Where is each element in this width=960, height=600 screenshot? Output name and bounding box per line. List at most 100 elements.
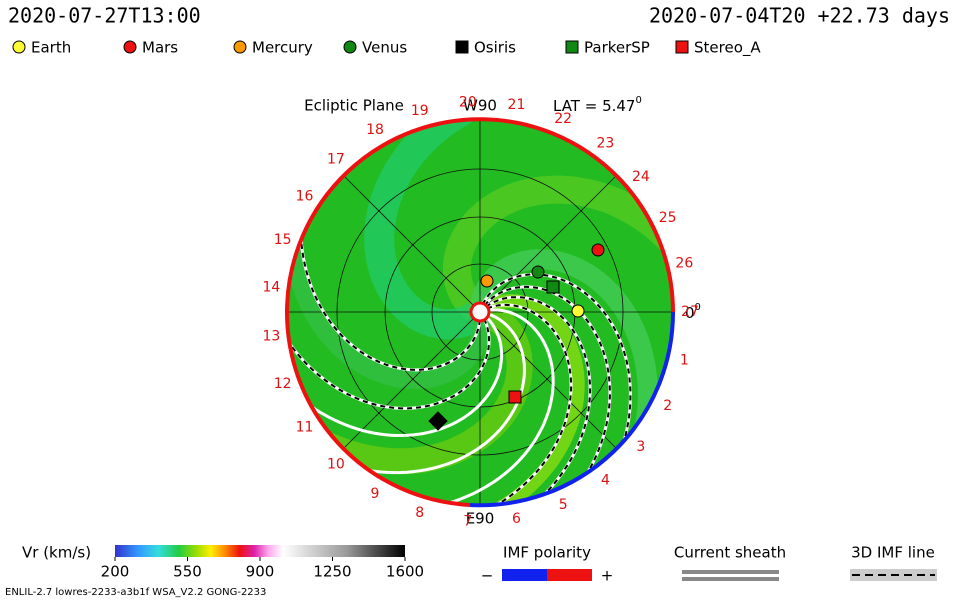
sector-label: 12 <box>274 376 292 392</box>
sector-label: 23 <box>596 136 614 152</box>
sector-label: 2 <box>663 398 672 414</box>
lat-degree: 0 <box>635 95 641 106</box>
imf-line-dash <box>287 119 490 410</box>
colorbar-tick-label: 900 <box>246 563 275 581</box>
speed-band <box>364 119 673 340</box>
sector-label: 1 <box>680 352 689 368</box>
e90-label: E90 <box>466 510 495 528</box>
imf-line-label: 3D IMF line <box>851 544 935 562</box>
stereo-a-marker <box>508 390 522 404</box>
sector-label: 27 <box>681 304 699 320</box>
speed-band <box>442 175 673 505</box>
sector-label: 16 <box>296 189 314 205</box>
sector-label: 15 <box>274 232 292 248</box>
imf-line <box>287 307 555 505</box>
lat-text: LAT = 5.47 <box>553 97 635 115</box>
sheath-label: Current sheath <box>674 544 786 562</box>
legend-label: Earth <box>31 39 71 57</box>
imf-line-dash <box>287 296 592 505</box>
imf-line-dash <box>287 303 573 505</box>
plot-title: Ecliptic Plane <box>304 97 404 115</box>
speed-band <box>369 249 658 505</box>
zero-text: 0 <box>685 304 695 322</box>
speed-field <box>287 119 673 505</box>
legend-marker <box>455 40 469 54</box>
colorbar-tick-label: 550 <box>173 563 202 581</box>
sector-label: 5 <box>559 497 568 513</box>
speed-band <box>287 294 585 505</box>
sector-label: 3 <box>636 439 645 455</box>
lat-label: LAT = 5.470 <box>553 95 642 115</box>
colorbar-tick-label: 1600 <box>386 563 424 581</box>
sun <box>469 301 491 323</box>
sector-label: 10 <box>327 457 345 473</box>
imf-line-dash <box>287 285 611 505</box>
colorbar-ticks: 200 550 900 1250 1600 <box>101 557 424 581</box>
zero-label: 00 <box>685 302 701 322</box>
polarity-label: IMF polarity <box>503 544 591 562</box>
sector-label: 18 <box>366 122 384 138</box>
imf-line <box>287 164 526 475</box>
sector-label: 14 <box>263 280 281 296</box>
mars-marker <box>591 243 605 257</box>
polarity-plus: + <box>601 567 614 585</box>
legend-marker <box>675 40 689 54</box>
mercury-marker <box>480 274 494 288</box>
run-label: 2020-07-04T20 +22.73 days <box>649 4 950 28</box>
legend-marker <box>343 40 357 54</box>
sector-label: 25 <box>659 210 677 226</box>
earth-marker <box>571 304 585 318</box>
sheath-line <box>682 577 779 581</box>
legend-label: ParkerSP <box>584 39 650 57</box>
spacecraft <box>428 243 605 431</box>
colorbar <box>115 545 405 557</box>
legend-marker <box>123 40 137 54</box>
legend-label: Venus <box>362 39 407 57</box>
sector-label: 4 <box>601 472 610 488</box>
sector-label: 22 <box>554 111 572 127</box>
imf-line-dash <box>298 273 632 505</box>
polarity-negative <box>502 569 547 581</box>
osiris-marker <box>428 411 448 431</box>
legend-marker <box>12 40 26 54</box>
legend-label: Mercury <box>252 39 313 57</box>
sector-label: 26 <box>675 256 693 272</box>
polarity-positive <box>547 569 592 581</box>
w90-label: W90 <box>463 97 497 115</box>
legend-label: Osiris <box>474 39 516 57</box>
speed-band <box>287 133 533 475</box>
imf-line <box>287 119 504 437</box>
legend-label: Mars <box>142 39 178 57</box>
footer: ENLIL-2.7 lowres-2233-a3b1f WSA_V2.2 GON… <box>5 587 266 598</box>
time-label: 2020-07-27T13:00 <box>8 4 201 28</box>
imf-line-dash <box>299 119 559 371</box>
sector-label: 11 <box>296 419 314 435</box>
imf-lines <box>287 119 632 505</box>
polarity-minus: − <box>481 567 494 585</box>
sector-label: 9 <box>371 486 380 502</box>
sector-label: 13 <box>263 328 281 344</box>
colorbar-tick-label: 1250 <box>313 563 351 581</box>
speed-band <box>287 119 517 389</box>
sheath-line <box>682 570 779 574</box>
polarity-arc <box>285 117 675 507</box>
sector-label: 7 <box>463 514 472 530</box>
sector-label: 6 <box>512 511 521 527</box>
colorbar-label: Vr (km/s) <box>22 544 91 562</box>
legend-label: Stereo_A <box>694 39 761 58</box>
sector-label: 20 <box>459 94 477 110</box>
legend-marker <box>565 40 579 54</box>
sector-label: 21 <box>508 97 526 113</box>
sector-label: 24 <box>632 169 650 185</box>
legend-marker <box>233 40 247 54</box>
sector-label: 17 <box>327 151 345 167</box>
zero-degree: 0 <box>695 302 701 313</box>
venus-marker <box>531 265 545 279</box>
sector-label: 19 <box>411 103 429 119</box>
polarity-arc <box>469 311 676 508</box>
parkersp-marker <box>546 280 560 294</box>
legend: Earth Mars Mercury Venus Osiris ParkerSP Stere… <box>12 39 761 58</box>
sector-label: 8 <box>415 505 424 521</box>
